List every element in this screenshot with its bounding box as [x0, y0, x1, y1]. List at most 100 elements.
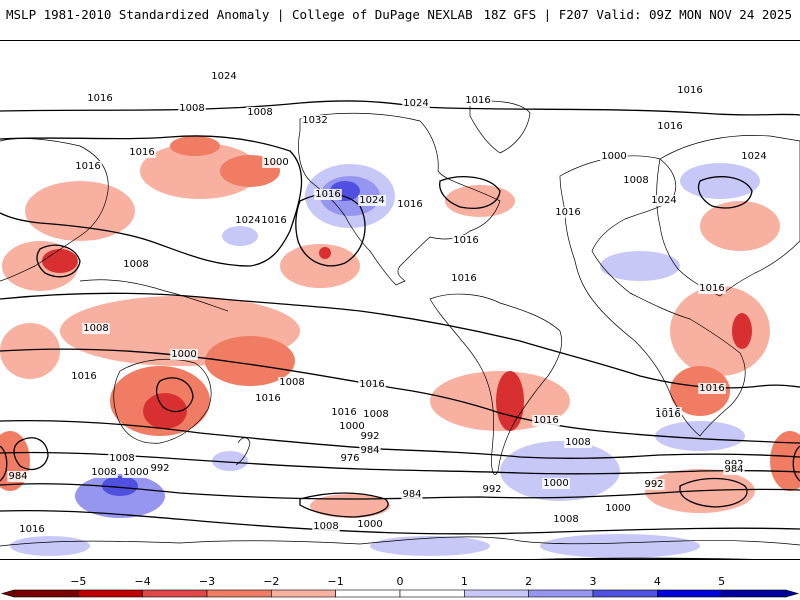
isobar-label: 984: [724, 464, 743, 475]
model-valid-time: 18Z GFS | F207 Valid: 09Z MON NOV 24 202…: [483, 7, 792, 22]
anomaly-pos-south-atlantic: [500, 441, 620, 501]
anomaly-neg-hawaii-core: [319, 247, 331, 259]
isobar-label-bg: [532, 415, 560, 426]
isobar-label: 1016: [699, 283, 724, 294]
isobar-label-bg: [359, 445, 381, 456]
isobar-label: 984: [402, 489, 421, 500]
anomaly-pos-north-africa: [600, 251, 680, 281]
anomaly-neg-east-africa: [670, 286, 770, 376]
colorbar-segment: [721, 589, 787, 598]
isobar-label: 1024: [211, 71, 236, 82]
anomaly-neg-siberia: [700, 201, 780, 251]
isobar-label-bg: [604, 503, 632, 514]
north-america-coast: [298, 112, 501, 286]
maritime-continent-coast: [79, 279, 229, 312]
isobar-label: 992: [644, 479, 663, 490]
isobar-label-bg: [542, 478, 570, 489]
isobar-label: 1000: [263, 157, 288, 168]
isobar-label-bg: [356, 519, 384, 530]
isobar-label-bg: [246, 107, 274, 118]
isobar-label: 1016: [451, 273, 476, 284]
isobar-label-bg: [149, 463, 171, 474]
isobar-label: 1000: [357, 519, 382, 530]
new-zealand-coast: [235, 437, 251, 466]
anomaly-neg-chile-core: [496, 371, 524, 431]
colorbar-tick-label: 3: [590, 575, 597, 588]
isobar-label-bg: [178, 103, 206, 114]
isobar-label: 1008: [179, 103, 204, 114]
colorbar-tick-label: 1: [461, 575, 468, 588]
isobar-label: 1008: [123, 259, 148, 270]
isobar-label-bg: [676, 85, 704, 96]
colorbar-segment: [271, 589, 336, 598]
isobar-label: 1008: [91, 467, 116, 478]
isobar-label-bg: [622, 175, 650, 186]
isobar-label-bg: [312, 521, 340, 532]
anomaly-neg-indian-east: [0, 323, 60, 379]
anomaly-neg-north-atlantic: [445, 185, 515, 217]
isobar-label: 1016: [71, 371, 96, 382]
colorbar-tick-label: −2: [263, 575, 279, 588]
colorbar-tick-label: 2: [525, 575, 532, 588]
anomaly-map[interactable]: 1024 1016 1008 1008 1032 1024 1016 1016 1016 1016…: [0, 40, 800, 560]
isobar-label: 984: [360, 445, 379, 456]
isobar-label: 1024: [741, 151, 766, 162]
anomaly-neg-australia-core: [143, 393, 187, 429]
isobar-label-bg: [234, 215, 262, 226]
colorbar-tick-label: 4: [654, 575, 661, 588]
isobar-label: 1024: [403, 98, 428, 109]
isobar-label-bg: [650, 195, 678, 206]
colorbar: −5 −4 −3 −2 −1 0 1 2 3 4 5: [0, 570, 800, 600]
isobar-label: 1008: [83, 323, 108, 334]
isobar-label-bg: [301, 115, 329, 126]
isobar-label: 1032: [302, 115, 327, 126]
anomaly-neg-png: [205, 336, 295, 386]
isobar-label-bg: [210, 71, 238, 82]
isobar-label: 1008: [279, 377, 304, 388]
isobar-label-bg: [7, 471, 29, 482]
isobar-label: 1016: [359, 379, 384, 390]
isobar-label: 1016: [315, 189, 340, 200]
isobar-label: 1016: [657, 121, 682, 132]
isobar-label: 1000: [601, 151, 626, 162]
isobar-label: 1024: [235, 215, 260, 226]
isobar-label: 984: [8, 471, 27, 482]
isobar-label-bg: [128, 147, 156, 158]
greenland-coast: [469, 100, 531, 154]
colorbar-tick-label: 0: [397, 575, 404, 588]
isobar-label-bg: [18, 524, 46, 535]
colorbar-segment: [657, 589, 722, 598]
isobar-label-bg: [314, 189, 342, 200]
isobar-label: 1016: [261, 215, 286, 226]
isobar-label-bg: [82, 323, 110, 334]
isobar-label: 1008: [247, 107, 272, 118]
isobar-label: 1000: [605, 503, 630, 514]
isobar-label-bg: [86, 93, 114, 104]
isobar-label-bg: [654, 409, 682, 420]
isobar-label: 1016: [655, 409, 680, 420]
anomaly-neg-south-pacific: [310, 494, 390, 518]
isobar-label-bg: [90, 467, 118, 478]
isobar-label-bg: [656, 121, 684, 132]
colorbar-segment: [464, 589, 529, 598]
isobar-label-bg: [170, 349, 198, 360]
anomaly-neg-kamchatka: [170, 136, 220, 156]
isobar-label: 1008: [565, 437, 590, 448]
isobar-label-bg: [723, 464, 745, 475]
isobar-label-bg: [362, 409, 390, 420]
colorbar-segment: [13, 589, 79, 598]
anomaly-neg-east-asia: [25, 181, 135, 241]
anomaly-pos-south-indian-core: [102, 476, 138, 496]
isobar-label-bg: [108, 453, 136, 464]
map-title: MSLP 1981-2010 Standardized Anomaly | Co…: [6, 7, 473, 22]
colorbar-tick-label: −4: [135, 575, 151, 588]
isobar-label-bg: [278, 377, 306, 388]
south-america-coast: [429, 293, 562, 475]
coastlines: [0, 100, 800, 547]
isobar-label: 1016: [699, 383, 724, 394]
isobar-label-bg: [740, 151, 768, 162]
isobar-label-bg: [481, 484, 503, 495]
anomaly-pos-nz: [212, 451, 248, 471]
asia-wrap-coast: [0, 138, 109, 282]
